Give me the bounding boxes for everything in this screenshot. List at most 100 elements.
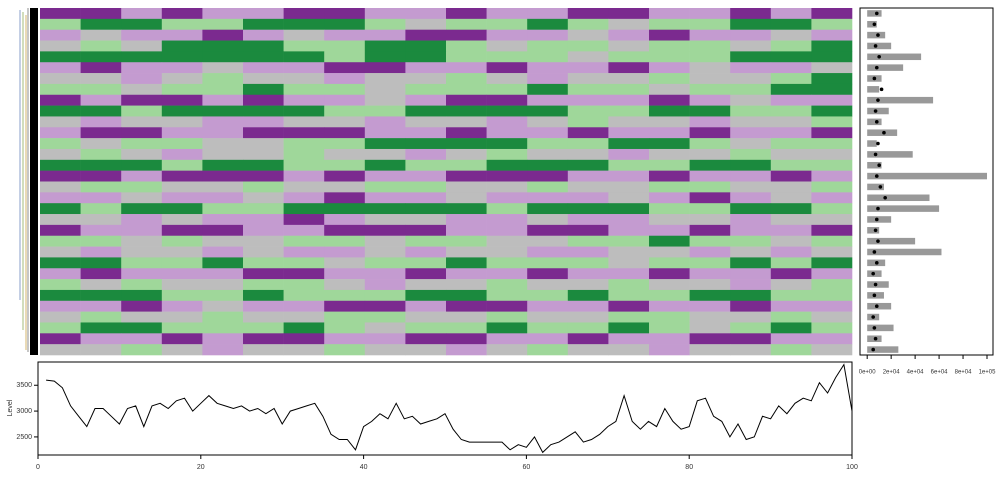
heatmap-cell [161,18,203,30]
heatmap-cell [608,257,650,269]
heatmap-cell [283,268,325,280]
heatmap-cell [730,268,772,280]
heatmap-cell [121,333,163,345]
heatmap-cell [608,279,650,291]
heatmap-cell [770,170,812,182]
heatmap-cell [202,192,244,204]
heatmap-cell [405,127,447,139]
heatmap-cell [527,257,569,269]
heatmap-cell [80,289,122,302]
heatmap-cell [730,203,772,215]
heatmap-cell [486,138,528,150]
bar [867,107,889,115]
heatmap-cell [243,300,284,312]
heatmap-cell [40,170,81,182]
heatmap-cell [202,138,244,150]
heatmap-cell [80,73,122,85]
heatmap-cell [649,246,690,258]
heatmap-cell [608,170,650,182]
point [877,54,881,59]
heatmap-cell [161,159,203,171]
heatmap-cell [283,170,325,182]
heatmap-cell [283,344,325,356]
heatmap-cell [567,311,609,323]
heatmap-cell [40,311,81,323]
heatmap-cell [811,257,853,269]
heatmap-cell [324,257,366,269]
heatmap-cell [80,51,122,63]
heatmap-cell [80,344,122,356]
heatmap-cell [770,311,812,323]
heatmap-cell [283,181,325,193]
heatmap-cell [527,51,569,63]
heatmap-cell [161,257,203,269]
heatmap-cell [80,224,122,237]
heatmap-cell [324,116,366,128]
heatmap-cell [527,311,569,323]
heatmap-cell [283,214,325,226]
bar [867,118,882,126]
heatmap-cell [527,192,569,204]
heatmap-cell [405,94,447,106]
heatmap-cell [405,40,447,52]
heatmap-cell [405,344,447,356]
heatmap-cell [689,116,731,128]
heatmap-cell [283,246,325,258]
heatmap-cell [80,8,122,20]
heatmap-cell [567,181,609,193]
line-panel-frame [37,361,853,456]
heatmap-cell [40,214,81,226]
heatmap-cell [730,224,772,237]
heatmap-cell [161,127,203,139]
heatmap-cell [283,235,325,247]
heatmap-cell [283,138,325,150]
heatmap-cell [811,159,853,171]
heatmap-cell [730,105,772,117]
heatmap-cell [730,40,772,52]
heatmap-cell [324,224,366,237]
heatmap-cell [446,105,487,117]
heatmap-cell [567,148,609,161]
heatmap-cell [283,18,325,30]
heatmap-cell [80,300,122,312]
heatmap-cell [446,159,487,171]
heatmap-cell [486,62,528,74]
heatmap-cell [121,62,163,74]
heatmap-cell [324,8,366,20]
heatmap-cell [608,18,650,30]
heatmap-cell [567,73,609,85]
heatmap-cell [770,62,812,74]
heatmap-cell [446,192,487,204]
heatmap-cell [770,322,812,334]
heatmap-cell [405,148,447,161]
heatmap-cell [324,94,366,106]
heatmap-cell [405,257,447,269]
heatmap-cell [689,159,731,171]
heatmap-cell [446,29,487,41]
point [877,163,881,168]
heatmap-cell [689,181,731,193]
heatmap-cell [80,311,122,323]
heatmap-cell [80,279,122,291]
heatmap-cell [324,73,366,85]
heatmap-cell [80,192,122,204]
heatmap-cell [202,148,244,161]
heatmap-cell [364,127,406,139]
bar [867,172,988,180]
heatmap-cell [364,181,406,193]
heatmap-cell [770,224,812,237]
heatmap-cell [405,235,447,247]
point [882,130,886,135]
heatmap-cell [689,214,731,226]
heatmap-cell [405,73,447,85]
heatmap-cell [40,29,81,41]
heatmap-cell [811,116,853,128]
heatmap-cell [364,83,406,96]
heatmap-cell [649,300,690,312]
heatmap-cell [405,268,447,280]
heatmap-cell [567,279,609,291]
heatmap-cell [608,235,650,247]
heatmap-cell [121,83,163,96]
heatmap-cell [770,105,812,117]
